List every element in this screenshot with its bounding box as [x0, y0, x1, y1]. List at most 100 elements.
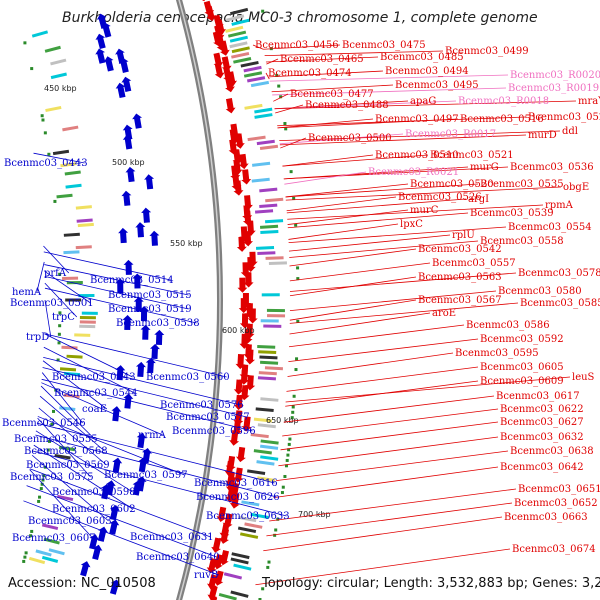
cog-category-bar — [50, 72, 67, 80]
feature-marker — [296, 266, 300, 270]
leader-line — [42, 360, 108, 410]
gene-label-right: rplU — [452, 230, 475, 241]
cog-category-bar — [241, 500, 260, 507]
gene-label-right: Bcenmc03_0642 — [500, 462, 584, 473]
cog-category-bar — [239, 532, 259, 539]
leader-line — [289, 299, 417, 321]
gene-label-left: Bcenmc03_0626 — [196, 492, 280, 503]
gene-label-right: leuS — [572, 372, 595, 383]
leader-line — [43, 251, 171, 281]
cog-category-bar — [50, 58, 67, 66]
cog-category-bar — [231, 552, 250, 560]
leader-line — [37, 417, 91, 478]
backbone-arc — [175, 0, 224, 600]
gene-label-right: apaG — [410, 96, 436, 107]
cog-category-bar — [267, 314, 286, 318]
leader-line — [271, 84, 394, 93]
gene-label-right: Bcenmc03_0567 — [418, 295, 502, 306]
feature-marker — [289, 170, 293, 174]
cog-category-bar — [28, 556, 46, 565]
feature-marker — [37, 499, 41, 503]
feature-marker — [287, 442, 291, 446]
leader-line — [288, 338, 479, 363]
gene-label-left: trpD — [26, 332, 49, 343]
reverse-gene-arrow — [133, 296, 144, 312]
cog-category-bar — [64, 170, 81, 176]
reverse-gene-arrow — [103, 56, 114, 72]
feature-marker — [48, 439, 52, 443]
gene-label-right: Bcenmc03_0609 — [480, 376, 564, 387]
feature-marker — [58, 272, 62, 276]
cog-category-bar — [246, 76, 266, 83]
feature-marker — [275, 73, 279, 77]
leader-line — [273, 93, 289, 102]
reverse-gene-arrow — [141, 207, 152, 223]
gene-label-right: Bcenmc03_0651 — [518, 484, 600, 495]
cog-category-bar — [266, 308, 285, 313]
cog-category-bar — [78, 294, 95, 298]
gene-label-right: Bcenmc03_0554 — [508, 222, 592, 233]
cog-category-bar — [257, 476, 276, 482]
feature-marker — [29, 534, 33, 538]
reverse-gene-arrow — [115, 82, 126, 99]
gene-label-left: Bcenmc03_0577 — [166, 412, 250, 423]
leader-line — [288, 234, 451, 252]
leader-line — [286, 196, 397, 212]
gene-label-left: ruvB — [194, 570, 218, 581]
cog-category-bar — [61, 345, 78, 350]
forward-gene-arrow — [219, 528, 230, 544]
feature-marker — [43, 465, 47, 469]
cog-category-bar — [257, 376, 277, 381]
leader-line — [274, 100, 577, 110]
gene-label-right: Bcenmc03_0638 — [510, 446, 594, 457]
cog-category-bar — [229, 7, 249, 16]
cog-category-bar — [59, 367, 77, 372]
cog-category-bar — [265, 197, 284, 203]
gene-label-right: Bcenmc03_0521 — [430, 150, 514, 161]
reverse-gene-arrow — [144, 174, 155, 190]
cog-category-bar — [237, 526, 257, 534]
cog-category-bar — [244, 103, 263, 110]
cog-category-bar — [260, 224, 279, 229]
reverse-gene-arrow — [109, 579, 121, 595]
reverse-gene-arrow — [135, 361, 146, 378]
forward-gene-arrow — [229, 493, 240, 509]
gene-label-right: Bcenmc03_0520 — [410, 179, 494, 190]
cog-category-bar — [233, 563, 252, 571]
leader-line — [37, 416, 185, 476]
gene-label-left: Bcenmc03_0569 — [26, 460, 110, 471]
gene-label-left: Bcenmc03_0607 — [12, 533, 96, 544]
cog-category-bar — [75, 205, 92, 210]
reverse-gene-arrow — [101, 22, 112, 38]
reverse-gene-arrow — [122, 134, 133, 150]
cog-category-bar — [256, 139, 275, 146]
cog-category-bar — [57, 494, 74, 502]
gene-label-right: Bcenmc03_0585 — [520, 298, 600, 309]
feature-marker — [274, 528, 278, 532]
gene-label-right: Bcenmc03_0617 — [496, 391, 580, 402]
gene-label-right: Bcenmc03_0663 — [504, 512, 588, 523]
gene-label-right: Bcenmc03_0495 — [395, 80, 479, 91]
forward-gene-arrow — [247, 308, 258, 324]
forward-gene-arrow — [207, 585, 218, 600]
leader-line — [289, 240, 479, 258]
leader-line — [284, 171, 367, 185]
feature-marker — [22, 559, 26, 563]
forward-gene-arrow — [238, 298, 249, 314]
gene-label-right: Bcenmc03_0558 — [480, 236, 564, 247]
feature-marker — [30, 529, 34, 533]
reverse-gene-arrow — [139, 305, 150, 322]
label-leader-lines — [23, 44, 577, 586]
leader-line — [32, 450, 287, 517]
feature-marker — [292, 394, 296, 398]
forward-gene-arrow — [236, 236, 247, 252]
kbp-ticks: 450 kbp 500 kbp 550 kbp 600 kbp 650 kbp 700 k… — [44, 84, 331, 519]
gene-label-right: Bcenmc03_0535 — [480, 179, 564, 190]
gene-label-left: Bcenmc03_0514 — [90, 275, 174, 286]
leader-line — [279, 130, 561, 142]
cog-category-bar — [257, 251, 276, 255]
leader-line — [289, 302, 519, 324]
gene-label-right: Bcenmc03_0627 — [500, 417, 584, 428]
feature-marker — [281, 485, 285, 489]
accession-label: Accession: NC_010508 — [8, 576, 156, 591]
